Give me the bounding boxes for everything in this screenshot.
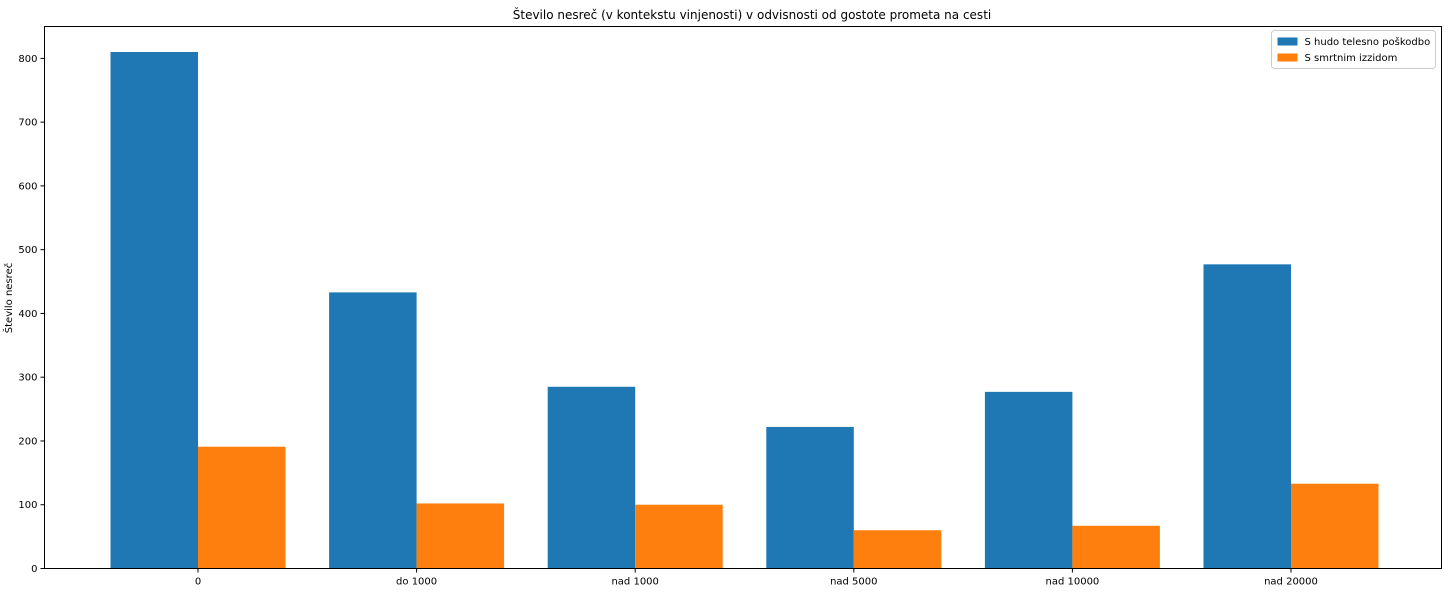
bar-serious-injury-3: [766, 426, 854, 569]
bar-fatal-3: [853, 530, 942, 569]
x-tick-label: nad 10000: [1045, 577, 1099, 588]
y-axis: 0 100 200 300 400 500 600 700 800: [18, 54, 45, 575]
y-tick-label: 100: [18, 500, 37, 511]
legend-box: [1271, 30, 1436, 69]
bar-serious-injury-2: [547, 386, 636, 569]
y-tick-label: 400: [18, 309, 37, 320]
y-tick-label: 800: [18, 54, 37, 65]
bar-fatal-1: [416, 503, 505, 569]
y-tick-label: 700: [18, 118, 37, 129]
bar-serious-injury-5: [1203, 264, 1291, 569]
y-tick-label: 200: [18, 436, 37, 447]
bars-group: [110, 52, 1379, 569]
y-tick-label: 0: [31, 564, 37, 575]
bar-serious-injury-0: [110, 52, 198, 569]
y-axis-label: Število nesreč: [2, 263, 15, 333]
x-tick-label: nad 1000: [611, 577, 658, 588]
bar-fatal-2: [635, 504, 723, 569]
bar-serious-injury-4: [984, 391, 1073, 569]
x-axis: 0 do 1000 nad 1000 nad 5000 nad 10000 nad 200…: [195, 568, 1318, 588]
bar-fatal-4: [1072, 525, 1160, 569]
legend-swatch: [1277, 53, 1298, 62]
x-tick-label: nad 5000: [830, 577, 877, 588]
x-tick-label: do 1000: [396, 577, 437, 588]
y-tick-label: 500: [18, 245, 37, 256]
chart-title: Število nesreč (v kontekstu vinjenosti) …: [513, 7, 991, 22]
legend-label: S smrtnim izzidom: [1305, 53, 1398, 64]
bar-fatal-5: [1291, 483, 1379, 569]
plot-frame: [44, 26, 1442, 569]
x-tick-label: 0: [195, 577, 201, 588]
legend-label: S hudo telesno poškodbo: [1305, 36, 1431, 48]
y-tick-label: 300: [18, 373, 37, 384]
bar-fatal-0: [198, 446, 286, 569]
x-tick-label: nad 20000: [1264, 577, 1318, 588]
bar-serious-injury-1: [329, 292, 417, 569]
legend: S hudo telesno poškodbo S smrtnim izzidom: [1271, 30, 1436, 69]
legend-swatch: [1277, 37, 1298, 46]
y-tick-label: 600: [18, 181, 37, 192]
